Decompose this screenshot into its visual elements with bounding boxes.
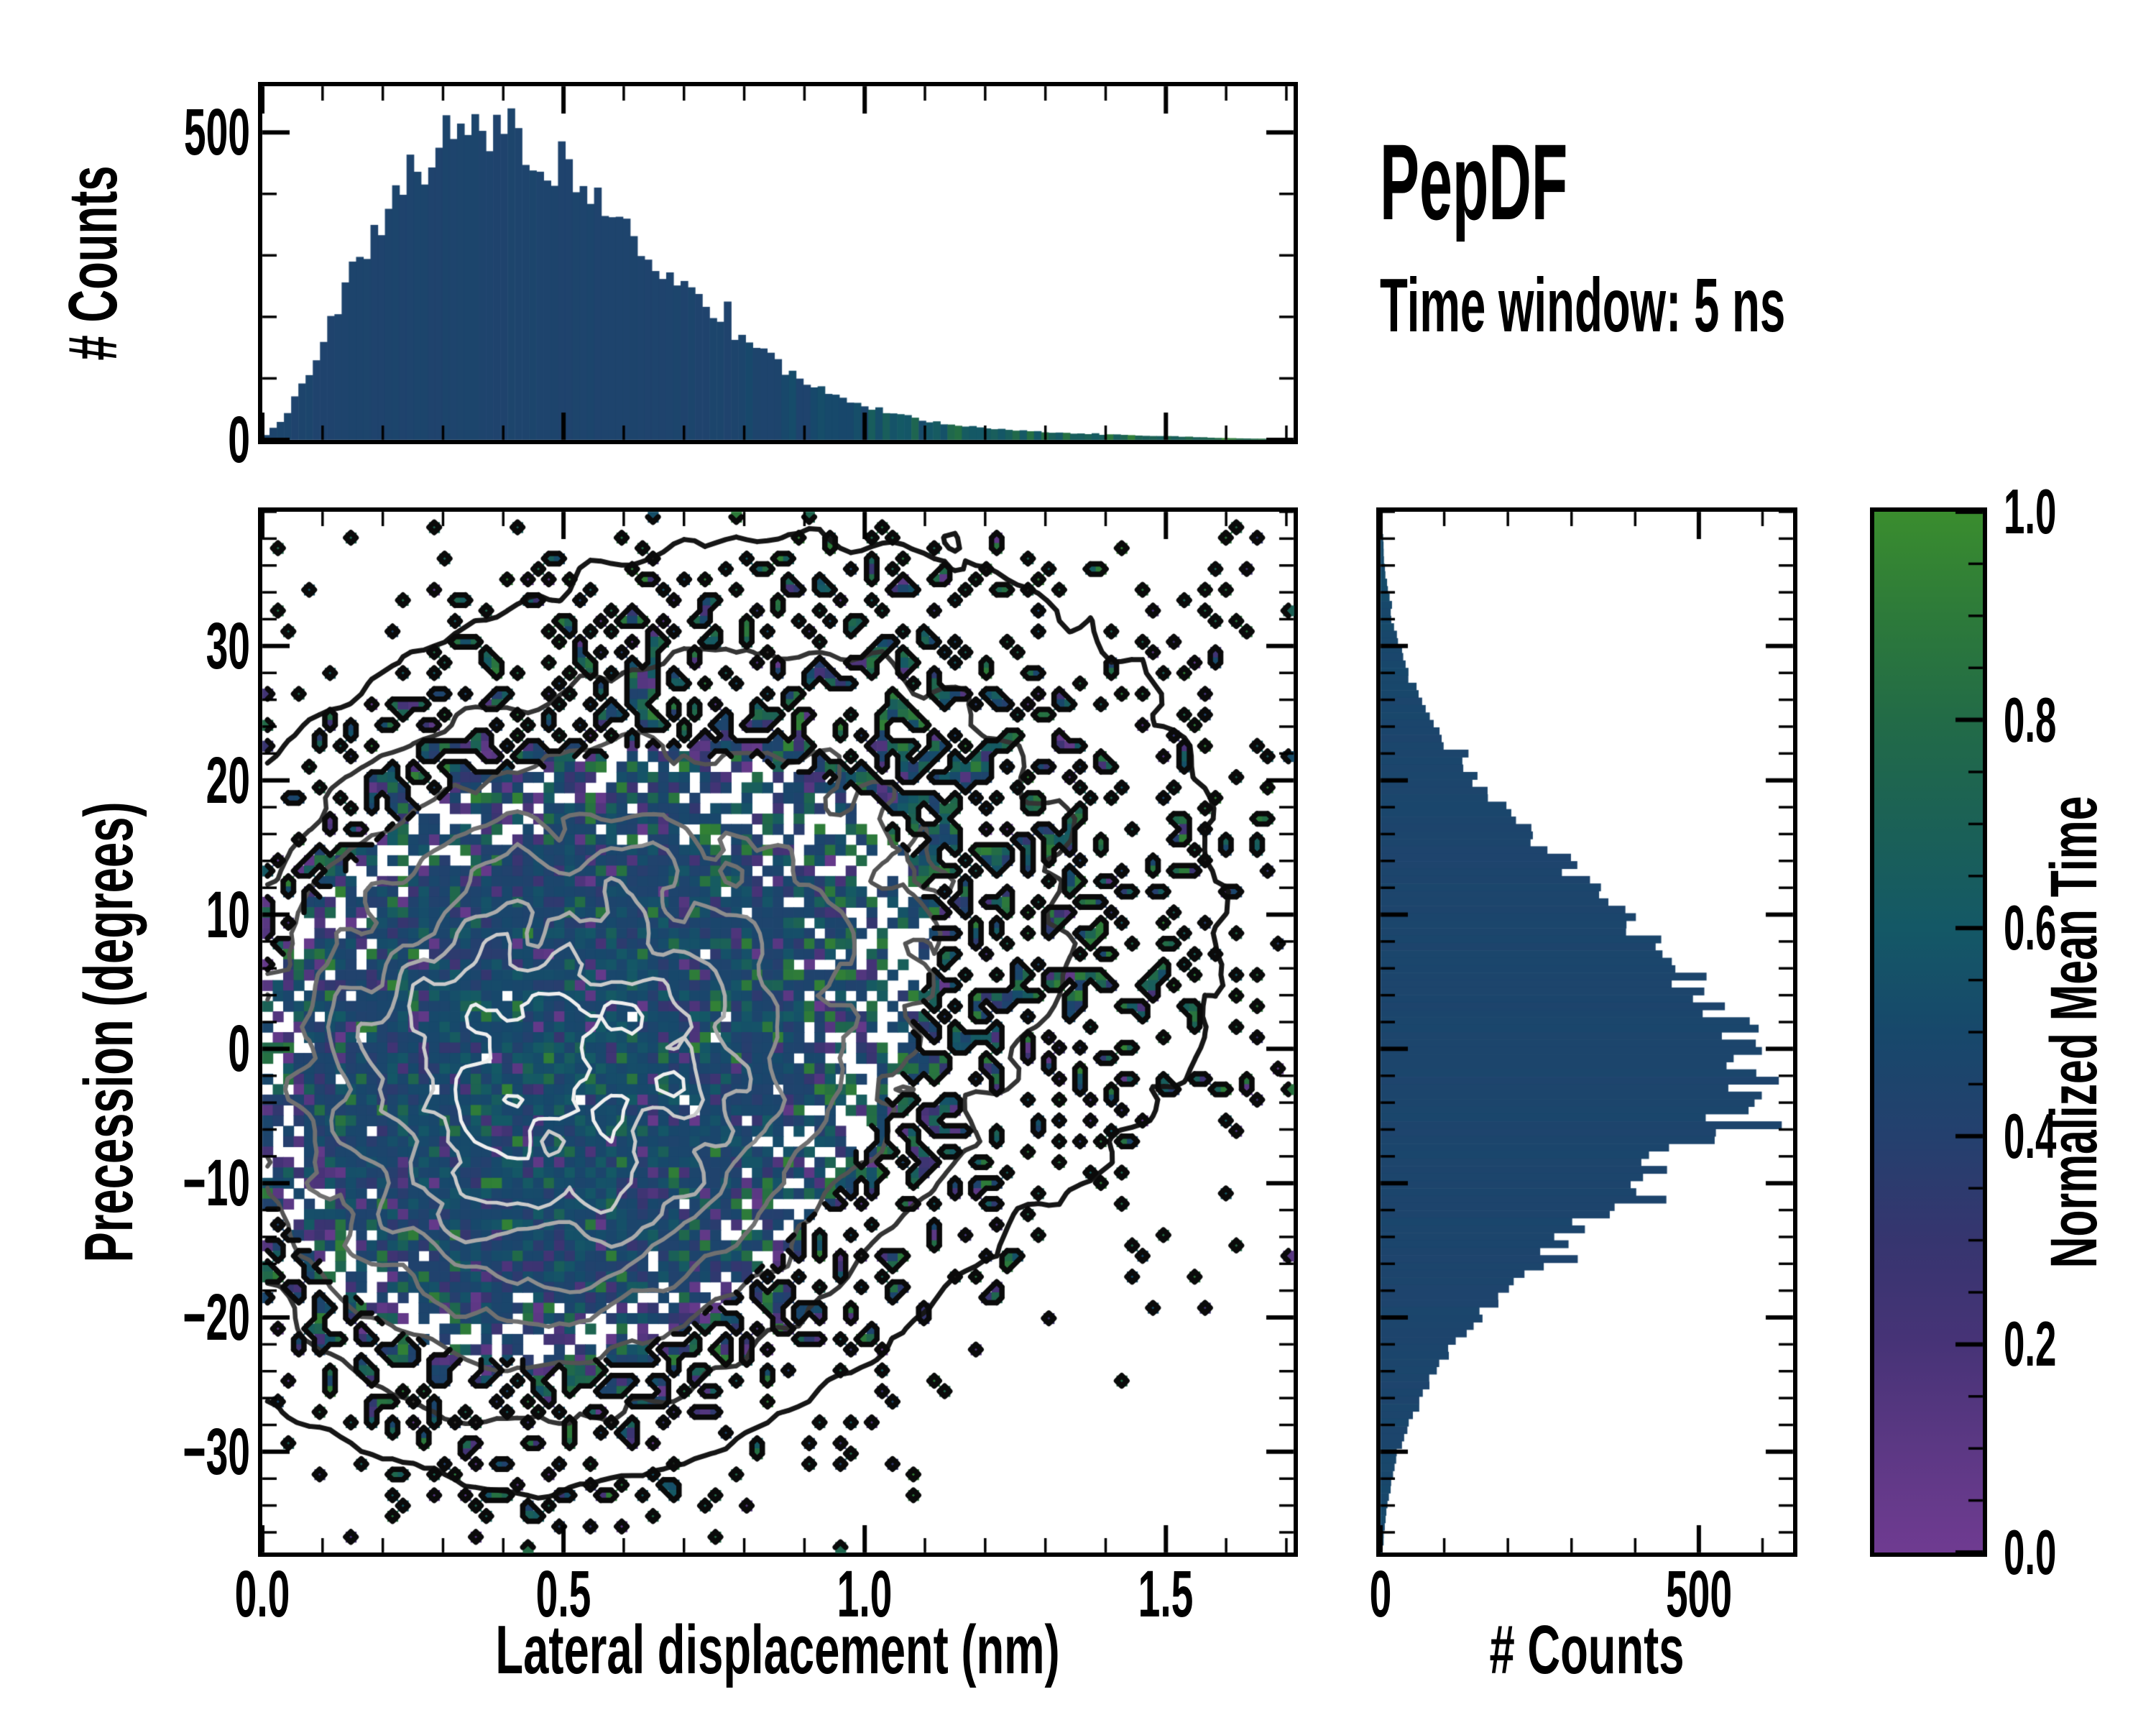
main-xlabel: Lateral displacement (nm): [495, 1611, 1060, 1688]
main-x-tick-label: 1.5: [1138, 1558, 1194, 1631]
main-x-tick-label: 1.0: [837, 1558, 893, 1631]
main-y-tick-label: 10: [206, 878, 250, 952]
top-hist-y-tick-label: 500: [183, 96, 250, 170]
colorbar-tick-label: 0.6: [2004, 892, 2057, 964]
colorbar-tick-label: 1.0: [2004, 476, 2057, 547]
main-y-tick-label: −30: [183, 1414, 250, 1489]
main-y-tick-label: 0: [228, 1012, 250, 1086]
colorbar-tick-label: 0.2: [2004, 1308, 2057, 1380]
figure-title: PepDF: [1380, 121, 1568, 242]
right-hist-x-tick-label: 500: [1665, 1558, 1732, 1631]
main-y-tick-label: −20: [183, 1281, 250, 1355]
colorbar-tick-label: 0.8: [2004, 684, 2057, 755]
figure-subtitle: Time window: 5 ns: [1380, 263, 1786, 348]
right-hist-xlabel: # Counts: [1489, 1611, 1685, 1688]
top-hist-y-tick-label: 0: [228, 403, 250, 477]
right-hist-x-tick-label: 0: [1369, 1558, 1392, 1631]
colorbar-label: Normalized Mean Time: [2037, 796, 2111, 1269]
colorbar-tick-label: 0.0: [2004, 1517, 2057, 1588]
top-hist-ylabel: # Counts: [55, 165, 132, 361]
main-x-tick-label: 0.5: [535, 1558, 591, 1631]
main-y-tick-label: −10: [183, 1146, 250, 1220]
colorbar-tick-label: 0.4: [2004, 1100, 2057, 1172]
main-y-tick-label: 30: [206, 609, 250, 683]
main-x-tick-label: 0.0: [234, 1558, 290, 1631]
main-y-tick-label: 20: [206, 743, 250, 817]
